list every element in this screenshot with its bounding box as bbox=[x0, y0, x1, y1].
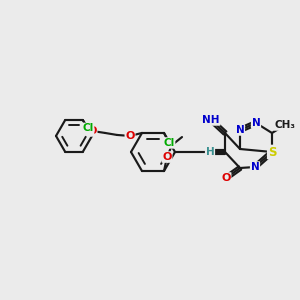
Text: Cl: Cl bbox=[82, 123, 94, 134]
Text: Cl: Cl bbox=[164, 138, 175, 148]
Text: N: N bbox=[250, 162, 260, 172]
Text: NH: NH bbox=[202, 115, 220, 125]
Text: O: O bbox=[87, 126, 97, 136]
Text: O: O bbox=[221, 173, 231, 183]
Text: N: N bbox=[252, 118, 260, 128]
Text: CH₃: CH₃ bbox=[274, 120, 296, 130]
Text: H: H bbox=[206, 147, 214, 157]
Text: O: O bbox=[125, 131, 135, 141]
Text: N: N bbox=[236, 125, 244, 135]
Text: O: O bbox=[162, 152, 172, 162]
Text: S: S bbox=[268, 146, 276, 158]
